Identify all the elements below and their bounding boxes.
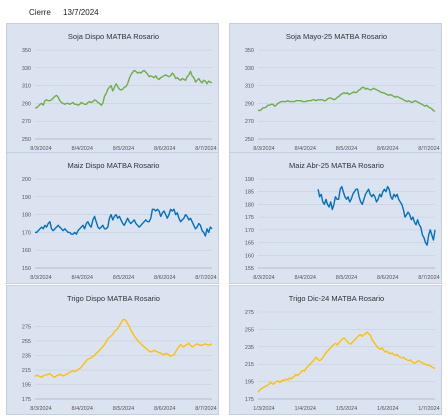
y-tick-label: 175 <box>245 397 254 403</box>
chart-maiz-dispo: Maiz Dispo MATBA Rosario 150 160 170 180 190 2… <box>22 161 217 281</box>
y-tick-label: 270 <box>22 119 31 125</box>
y-tick-label: 330 <box>245 66 254 72</box>
x-tick-label: 8/7/2024 <box>195 406 216 412</box>
chart-soja-mayo25: Soja Mayo-25 MATBA Rosario 250 270 290 310 33… <box>245 32 440 152</box>
header-label: Cierre <box>29 8 51 17</box>
x-tick-label: 8/4/2024 <box>72 406 93 412</box>
x-tick-label: 8/6/2024 <box>377 146 398 152</box>
y-tick-label: 275 <box>245 310 254 316</box>
y-tick-label: 215 <box>22 368 31 374</box>
series-line <box>257 331 436 393</box>
y-tick-label: 235 <box>22 354 31 360</box>
x-tick-label: 8/5/2024 <box>113 146 134 152</box>
y-tick-label: 180 <box>22 213 31 219</box>
y-tick-label: 160 <box>22 248 31 254</box>
chart-panel-trigo-dic24: Trigo Dic-24 MATBA Rosario 175 195 215 235 25… <box>229 285 442 415</box>
chart-soja-dispo: Soja Dispo MATBA Rosario 250 270 290 310 330 3… <box>22 32 217 152</box>
y-tick-label: 200 <box>22 177 31 183</box>
y-tick-label: 170 <box>245 228 254 234</box>
chart-maiz-abr25: Maiz Abr-25 MATBA Rosario 155 160 165 170 175… <box>245 161 440 281</box>
chart-panel-trigo-dispo: Trigo Dispo MATBA Rosario 175 195 215 235 255… <box>6 285 219 415</box>
chart-trigo-dispo: Trigo Dispo MATBA Rosario 175 195 215 235 255… <box>22 294 217 412</box>
y-tick-label: 310 <box>22 84 31 90</box>
report-header: Cierre 13/7/2024 <box>0 0 447 20</box>
series-line <box>317 185 436 246</box>
y-tick-label: 235 <box>245 345 254 351</box>
chart-panel-soja-mayo25: Soja Mayo-25 MATBA Rosario 250 270 290 310 33… <box>229 23 442 155</box>
y-tick-label: 190 <box>22 195 31 201</box>
x-tick-label: 8/6/2024 <box>377 275 398 281</box>
chart-title: Trigo Dispo MATBA Rosario <box>67 294 160 303</box>
chart-panel-soja-dispo: Soja Dispo MATBA Rosario 250 270 290 310 330 3… <box>6 23 219 155</box>
x-tick-label: 8/5/2024 <box>336 146 357 152</box>
x-tick-label: 8/7/2024 <box>195 146 216 152</box>
x-tick-label: 8/7/2024 <box>418 146 439 152</box>
chart-trigo-dic24: Trigo Dic-24 MATBA Rosario 175 195 215 235 25… <box>245 294 440 412</box>
x-tick-label: 1/7/2024 <box>418 406 439 412</box>
y-tick-label: 195 <box>22 383 31 389</box>
series-line <box>35 208 213 237</box>
chart-title: Maiz Abr-25 MATBA Rosario <box>289 161 384 170</box>
y-tick-label: 255 <box>22 339 31 345</box>
x-tick-label: 8/3/2024 <box>253 275 274 281</box>
series-line <box>258 86 436 113</box>
x-tick-label: 8/7/2024 <box>195 275 216 281</box>
x-tick-label: 1/3/2024 <box>253 406 274 412</box>
chart-panel-maiz-dispo: Maiz Dispo MATBA Rosario 150 160 170 180 190 2… <box>6 152 219 284</box>
x-tick-label: 8/6/2024 <box>154 146 175 152</box>
y-tick-label: 175 <box>22 397 31 403</box>
x-tick-label: 1/4/2024 <box>295 406 316 412</box>
y-tick-label: 290 <box>22 101 31 107</box>
y-tick-label: 250 <box>245 137 254 143</box>
x-tick-label: 8/3/2024 <box>30 146 51 152</box>
y-tick-label: 180 <box>245 202 254 208</box>
chart-title: Trigo Dic-24 MATBA Rosario <box>289 294 384 303</box>
y-tick-label: 310 <box>245 84 254 90</box>
y-tick-label: 175 <box>245 215 254 221</box>
y-tick-label: 155 <box>245 266 254 272</box>
y-tick-label: 160 <box>245 253 254 259</box>
x-tick-label: 1/6/2024 <box>377 406 398 412</box>
y-tick-label: 190 <box>245 177 254 183</box>
chart-title: Maiz Dispo MATBA Rosario <box>68 161 160 170</box>
x-tick-label: 8/6/2024 <box>154 406 175 412</box>
y-tick-label: 165 <box>245 241 254 247</box>
x-tick-label: 8/3/2024 <box>253 146 274 152</box>
y-tick-label: 150 <box>22 266 31 272</box>
y-tick-label: 270 <box>245 119 254 125</box>
x-tick-label: 8/4/2024 <box>295 275 316 281</box>
y-tick-label: 185 <box>245 190 254 196</box>
chart-panel-maiz-abr25: Maiz Abr-25 MATBA Rosario 155 160 165 170 175… <box>229 152 442 284</box>
series-line <box>35 69 213 109</box>
header-date: 13/7/2024 <box>63 8 99 17</box>
y-tick-label: 195 <box>245 380 254 386</box>
y-tick-label: 330 <box>22 66 31 72</box>
y-tick-label: 215 <box>245 362 254 368</box>
x-tick-label: 8/5/2024 <box>113 406 134 412</box>
x-tick-label: 8/4/2024 <box>295 146 316 152</box>
x-tick-label: 8/6/2024 <box>154 275 175 281</box>
x-tick-label: 8/3/2024 <box>30 275 51 281</box>
y-tick-label: 250 <box>22 137 31 143</box>
series-line <box>34 318 213 378</box>
x-tick-label: 8/4/2024 <box>72 275 93 281</box>
chart-title: Soja Dispo MATBA Rosario <box>68 32 159 41</box>
x-tick-label: 1/5/2024 <box>336 406 357 412</box>
x-tick-label: 8/7/2024 <box>418 275 439 281</box>
y-tick-label: 350 <box>245 48 254 54</box>
y-tick-label: 275 <box>22 325 31 331</box>
y-tick-label: 170 <box>22 230 31 236</box>
y-tick-label: 350 <box>22 48 31 54</box>
y-tick-label: 255 <box>245 327 254 333</box>
x-tick-label: 8/5/2024 <box>336 275 357 281</box>
chart-title: Soja Mayo-25 MATBA Rosario <box>286 32 387 41</box>
x-tick-label: 8/5/2024 <box>113 275 134 281</box>
x-tick-label: 8/4/2024 <box>72 146 93 152</box>
x-tick-label: 8/3/2024 <box>30 406 51 412</box>
y-tick-label: 290 <box>245 101 254 107</box>
